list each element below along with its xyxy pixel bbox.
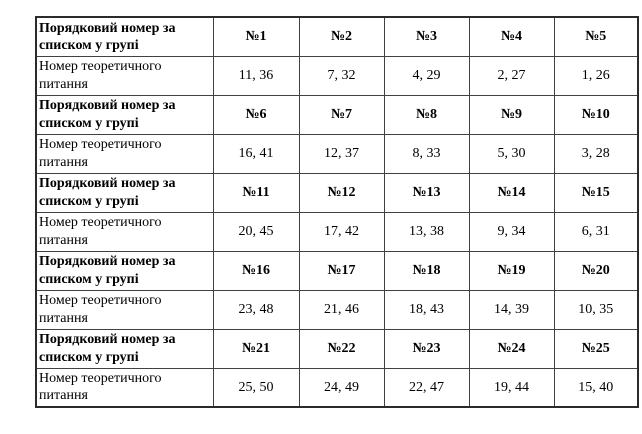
question-number-cell: 6, 31 <box>553 211 639 252</box>
table-row-questions: Номер теоретичного питання 16, 41 12, 37… <box>35 133 639 174</box>
question-number-cell: 17, 42 <box>298 211 385 252</box>
group-number-cell: №19 <box>468 250 555 291</box>
question-number-cell: 22, 47 <box>383 367 470 408</box>
question-number-cell: 7, 32 <box>298 55 385 96</box>
table-row-questions: Номер теоретичного питання 11, 36 7, 32 … <box>35 55 639 96</box>
group-number-cell: №9 <box>468 94 555 135</box>
questions-assignment-table: Порядковий номер за списком у групі №1 №… <box>35 16 639 408</box>
table-row-questions: Номер теоретичного питання 25, 50 24, 49… <box>35 367 639 408</box>
group-number-cell: №15 <box>553 172 639 213</box>
question-number-cell: 1, 26 <box>553 55 639 96</box>
group-number-cell: №16 <box>212 250 300 291</box>
question-number-cell: 13, 38 <box>383 211 470 252</box>
group-number-cell: №2 <box>298 16 385 57</box>
group-number-cell: №22 <box>298 328 385 369</box>
question-number-cell: 19, 44 <box>468 367 555 408</box>
question-number-cell: 8, 33 <box>383 133 470 174</box>
table-row-ordinal: Порядковий номер за списком у групі №11 … <box>35 172 639 213</box>
group-number-cell: №23 <box>383 328 470 369</box>
ordinal-label-cell: Порядковий номер за списком у групі <box>35 94 214 135</box>
question-number-cell: 18, 43 <box>383 289 470 330</box>
ordinal-label-cell: Порядковий номер за списком у групі <box>35 172 214 213</box>
question-label-cell: Номер теоретичного питання <box>35 367 214 408</box>
table-row-ordinal: Порядковий номер за списком у групі №21 … <box>35 328 639 369</box>
question-label-cell: Номер теоретичного питання <box>35 289 214 330</box>
group-number-cell: №25 <box>553 328 639 369</box>
group-number-cell: №20 <box>553 250 639 291</box>
table-row-ordinal: Порядковий номер за списком у групі №1 №… <box>35 16 639 57</box>
ordinal-label-cell: Порядковий номер за списком у групі <box>35 16 214 57</box>
table-row-questions: Номер теоретичного питання 23, 48 21, 46… <box>35 289 639 330</box>
question-label-cell: Номер теоретичного питання <box>35 133 214 174</box>
question-number-cell: 9, 34 <box>468 211 555 252</box>
question-number-cell: 14, 39 <box>468 289 555 330</box>
ordinal-label-cell: Порядковий номер за списком у групі <box>35 328 214 369</box>
question-label-cell: Номер теоретичного питання <box>35 55 214 96</box>
group-number-cell: №6 <box>212 94 300 135</box>
question-number-cell: 4, 29 <box>383 55 470 96</box>
question-number-cell: 10, 35 <box>553 289 639 330</box>
question-number-cell: 11, 36 <box>212 55 300 96</box>
group-number-cell: №24 <box>468 328 555 369</box>
table-row-ordinal: Порядковий номер за списком у групі №16 … <box>35 250 639 291</box>
group-number-cell: №5 <box>553 16 639 57</box>
group-number-cell: №8 <box>383 94 470 135</box>
group-number-cell: №18 <box>383 250 470 291</box>
group-number-cell: №7 <box>298 94 385 135</box>
question-number-cell: 2, 27 <box>468 55 555 96</box>
table-row-questions: Номер теоретичного питання 20, 45 17, 42… <box>35 211 639 252</box>
question-number-cell: 20, 45 <box>212 211 300 252</box>
question-number-cell: 5, 30 <box>468 133 555 174</box>
question-label-cell: Номер теоретичного питання <box>35 211 214 252</box>
group-number-cell: №12 <box>298 172 385 213</box>
question-number-cell: 12, 37 <box>298 133 385 174</box>
group-number-cell: №21 <box>212 328 300 369</box>
question-number-cell: 21, 46 <box>298 289 385 330</box>
question-number-cell: 23, 48 <box>212 289 300 330</box>
group-number-cell: №1 <box>212 16 300 57</box>
group-number-cell: №14 <box>468 172 555 213</box>
question-number-cell: 16, 41 <box>212 133 300 174</box>
question-number-cell: 25, 50 <box>212 367 300 408</box>
group-number-cell: №10 <box>553 94 639 135</box>
question-number-cell: 15, 40 <box>553 367 639 408</box>
group-number-cell: №11 <box>212 172 300 213</box>
table-row-ordinal: Порядковий номер за списком у групі №6 №… <box>35 94 639 135</box>
group-number-cell: №17 <box>298 250 385 291</box>
group-number-cell: №13 <box>383 172 470 213</box>
question-number-cell: 24, 49 <box>298 367 385 408</box>
group-number-cell: №4 <box>468 16 555 57</box>
ordinal-label-cell: Порядковий номер за списком у групі <box>35 250 214 291</box>
question-number-cell: 3, 28 <box>553 133 639 174</box>
group-number-cell: №3 <box>383 16 470 57</box>
